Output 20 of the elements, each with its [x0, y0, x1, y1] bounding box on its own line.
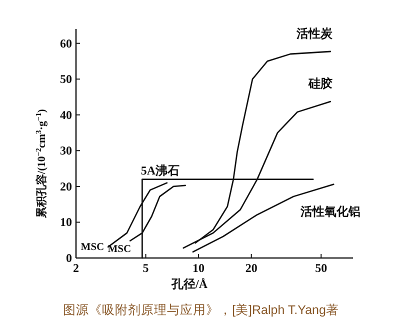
series-label: 硅胶	[307, 76, 332, 91]
x-tick-label: 2	[73, 261, 79, 275]
x-axis-title: 孔径/Å	[170, 277, 208, 291]
y-tick-label: 60	[60, 36, 72, 50]
x-tick-label: 10	[192, 261, 205, 275]
y-tick-label: 0	[66, 251, 72, 265]
series-label: MSC	[80, 242, 104, 253]
series-label: 活性氧化铝	[300, 204, 361, 218]
x-tick-label: 20	[245, 261, 258, 275]
y-tick-label: 50	[60, 72, 72, 86]
x-tick-label: 5	[142, 261, 149, 275]
y-tick-label: 40	[60, 108, 72, 122]
y-tick-label: 30	[60, 144, 72, 158]
series-label: 活性炭	[295, 26, 334, 41]
x-tick-label: 50	[315, 261, 328, 275]
text: 图源《吸附剂原理与应用》，[美]Ralph T.Yang著	[63, 302, 339, 317]
y-tick-label: 10	[60, 215, 72, 230]
series-label: MSC	[108, 244, 132, 255]
series-label: 5A沸石	[140, 163, 180, 178]
y-tick-label: 20	[60, 179, 72, 194]
